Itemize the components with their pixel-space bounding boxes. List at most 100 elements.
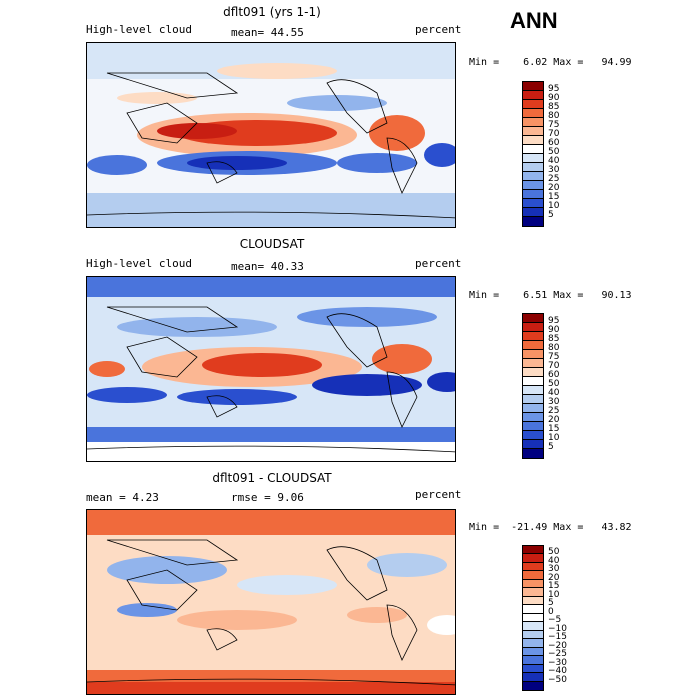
colorbar-swatch bbox=[523, 332, 543, 341]
colorbar-swatch bbox=[523, 208, 543, 217]
colorbar-tick-label: 10 bbox=[548, 589, 560, 600]
colorbar-swatch bbox=[523, 359, 543, 368]
colorbar-swatch bbox=[523, 664, 543, 674]
colorbar-tick-label: 70 bbox=[548, 361, 560, 371]
panel-2-left-label: High-level cloud bbox=[86, 257, 192, 270]
colorbar-tick-label: 85 bbox=[548, 102, 560, 112]
panel-2-mean: mean= 40.33 bbox=[231, 260, 304, 273]
colorbar-tick-label: 20 bbox=[548, 415, 560, 425]
colorbar-tick-label: 40 bbox=[548, 156, 560, 166]
colorbar-tick-label: 30 bbox=[548, 397, 560, 407]
panel-1-left-label: High-level cloud bbox=[86, 23, 192, 36]
panel-2-map bbox=[86, 276, 456, 462]
panel-3-mean: mean = 4.23 bbox=[86, 491, 159, 504]
panel-2-units: percent bbox=[415, 257, 462, 270]
colorbar-swatch bbox=[523, 136, 543, 145]
colorbar-swatch bbox=[523, 323, 543, 332]
colorbar-swatch bbox=[523, 431, 543, 440]
colorbar-swatch bbox=[523, 217, 543, 226]
colorbar-swatch bbox=[523, 404, 543, 413]
colorbar-swatch bbox=[523, 579, 543, 589]
colorbar-tick-label: 5 bbox=[548, 598, 554, 609]
colorbar-tick-label: 70 bbox=[548, 129, 560, 139]
colorbar-tick-label: −40 bbox=[548, 666, 567, 677]
colorbar-tick-label: 5 bbox=[548, 442, 554, 452]
colorbar-swatch bbox=[523, 172, 543, 181]
colorbar-swatch bbox=[523, 118, 543, 127]
colorbar-swatch bbox=[523, 109, 543, 118]
colorbar-swatch bbox=[523, 673, 543, 682]
colorbar-swatch bbox=[523, 154, 543, 163]
colorbar-swatch bbox=[523, 546, 543, 555]
panel-2-minmax: Min = 6.51 Max = 90.13 bbox=[469, 290, 632, 301]
colorbar-swatch bbox=[523, 440, 543, 449]
colorbar-tick-label: 15 bbox=[548, 581, 560, 592]
colorbar-swatch bbox=[523, 341, 543, 350]
colorbar-tick-label: −10 bbox=[548, 623, 567, 634]
colorbar-swatch bbox=[523, 82, 543, 91]
colorbar-swatch bbox=[523, 422, 543, 431]
panel-2-map-field bbox=[87, 277, 455, 461]
colorbar-swatch bbox=[523, 386, 543, 395]
panel-1-map bbox=[86, 42, 456, 228]
colorbar-swatch bbox=[523, 630, 543, 640]
colorbar-tick-label: 20 bbox=[548, 572, 560, 583]
colorbar-swatch bbox=[523, 622, 543, 631]
colorbar-tick-label: 10 bbox=[548, 433, 560, 443]
colorbar-swatch bbox=[523, 562, 543, 572]
colorbar-swatch bbox=[523, 588, 543, 597]
panel-3-minmax: Min = -21.49 Max = 43.82 bbox=[469, 522, 632, 533]
colorbar-tick-label: 85 bbox=[548, 334, 560, 344]
colorbar-tick-label: 60 bbox=[548, 370, 560, 380]
colorbar-swatch bbox=[523, 163, 543, 172]
colorbar-swatch bbox=[523, 91, 543, 100]
panel-3-rmse: rmse = 9.06 bbox=[231, 491, 304, 504]
panel-3-map bbox=[86, 509, 456, 695]
panel-2-colorbar bbox=[522, 313, 544, 459]
colorbar-swatch bbox=[523, 314, 543, 323]
colorbar-tick-label: 30 bbox=[548, 165, 560, 175]
colorbar-swatch bbox=[523, 350, 543, 359]
colorbar-tick-label: 0 bbox=[548, 606, 554, 617]
colorbar-tick-label: 40 bbox=[548, 388, 560, 398]
colorbar-swatch bbox=[523, 613, 543, 623]
colorbar-tick-label: 80 bbox=[548, 111, 560, 121]
panel-1-colorbar bbox=[522, 81, 544, 227]
colorbar-swatch bbox=[523, 596, 543, 606]
colorbar-swatch bbox=[523, 127, 543, 136]
colorbar-tick-label: 25 bbox=[548, 406, 560, 416]
colorbar-tick-label: −30 bbox=[548, 657, 567, 668]
colorbar-swatch bbox=[523, 190, 543, 199]
colorbar-tick-label: 75 bbox=[548, 352, 560, 362]
colorbar-tick-label: 40 bbox=[548, 555, 560, 566]
colorbar-tick-label: 80 bbox=[548, 343, 560, 353]
colorbar-swatch bbox=[523, 449, 543, 458]
colorbar-tick-label: 15 bbox=[548, 192, 560, 202]
colorbar-tick-label: −5 bbox=[548, 615, 562, 626]
colorbar-tick-label: 30 bbox=[548, 564, 560, 575]
colorbar-swatch bbox=[523, 181, 543, 190]
colorbar-tick-label: 5 bbox=[548, 210, 554, 220]
colorbar-swatch bbox=[523, 647, 543, 657]
colorbar-swatch bbox=[523, 395, 543, 404]
season-label: ANN bbox=[510, 8, 558, 33]
colorbar-tick-label: 95 bbox=[548, 84, 560, 94]
panel-3-units: percent bbox=[415, 488, 462, 501]
colorbar-swatch bbox=[523, 368, 543, 377]
colorbar-swatch bbox=[523, 639, 543, 648]
panel-1-mean: mean= 44.55 bbox=[231, 26, 304, 39]
colorbar-tick-label: 60 bbox=[548, 138, 560, 148]
colorbar-tick-label: 15 bbox=[548, 424, 560, 434]
colorbar-swatch bbox=[523, 377, 543, 386]
colorbar-tick-label: 95 bbox=[548, 316, 560, 326]
colorbar-tick-label: 90 bbox=[548, 325, 560, 335]
colorbar-tick-label: 50 bbox=[548, 147, 560, 157]
colorbar-tick-label: 25 bbox=[548, 174, 560, 184]
colorbar-tick-label: −50 bbox=[548, 674, 567, 685]
panel-1-minmax: Min = 6.02 Max = 94.99 bbox=[469, 57, 632, 68]
panel-2-title: CLOUDSAT bbox=[239, 237, 305, 251]
colorbar-swatch bbox=[523, 571, 543, 580]
panel-3-colorbar bbox=[522, 545, 544, 691]
colorbar-tick-label: −25 bbox=[548, 649, 567, 660]
colorbar-tick-label: 20 bbox=[548, 183, 560, 193]
